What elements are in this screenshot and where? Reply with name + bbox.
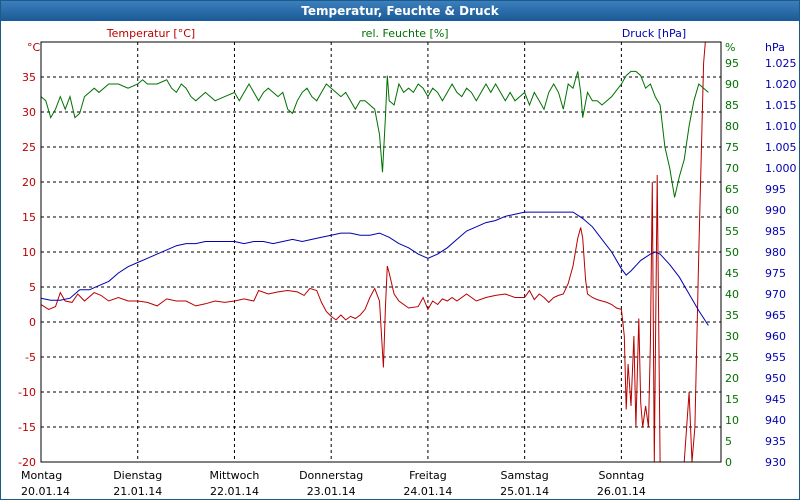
series-line-temp xyxy=(41,42,706,462)
temp-tick-label: 20 xyxy=(22,176,36,189)
press-tick-label: 1.005 xyxy=(765,141,797,154)
humid-tick-label: 60 xyxy=(725,204,739,217)
temp-tick-label: 10 xyxy=(22,246,36,259)
temp-tick-label: -15 xyxy=(18,421,36,434)
humid-tick-label: 30 xyxy=(725,330,739,343)
press-tick-label: 1.020 xyxy=(765,78,797,91)
press-tick-label: 945 xyxy=(765,393,786,406)
press-tick-label: 990 xyxy=(765,204,786,217)
press-tick-label: 1.015 xyxy=(765,99,797,112)
temp-tick-label: -5 xyxy=(25,351,36,364)
press-tick-label: 1.025 xyxy=(765,57,797,70)
x-tick-date: 26.01.14 xyxy=(597,485,646,498)
x-tick-date: 22.01.14 xyxy=(210,485,259,498)
x-tick-date: 23.01.14 xyxy=(307,485,356,498)
press-tick-label: 985 xyxy=(765,225,786,238)
x-tick-day: Donnerstag xyxy=(299,469,363,482)
humid-tick-label: 85 xyxy=(725,99,739,112)
temp-tick-label: -20 xyxy=(18,456,36,469)
x-tick-day: Montag xyxy=(21,469,62,482)
press-tick-label: 1.010 xyxy=(765,120,797,133)
press-tick-label: 975 xyxy=(765,267,786,280)
temp-axis-unit: °C xyxy=(27,41,41,54)
temp-axis-label: Temperatur [°C] xyxy=(106,27,195,40)
humid-axis-label: rel. Feuchte [%] xyxy=(361,27,448,40)
temp-tick-label: 25 xyxy=(22,141,36,154)
temp-tick-label: 0 xyxy=(29,316,36,329)
humid-tick-label: 0 xyxy=(725,456,732,469)
temp-tick-label: 30 xyxy=(22,106,36,119)
humid-tick-label: 20 xyxy=(725,372,739,385)
humid-tick-label: 55 xyxy=(725,225,739,238)
press-tick-label: 1.000 xyxy=(765,162,797,175)
grid xyxy=(41,42,721,462)
humid-tick-label: 40 xyxy=(725,288,739,301)
x-tick-date: 24.01.14 xyxy=(403,485,452,498)
press-tick-label: 965 xyxy=(765,309,786,322)
x-tick-day: Mittwoch xyxy=(209,469,259,482)
press-tick-label: 960 xyxy=(765,330,786,343)
humid-tick-label: 75 xyxy=(725,141,739,154)
humid-axis-unit: % xyxy=(725,41,735,54)
humid-tick-label: 45 xyxy=(725,267,739,280)
humid-tick-label: 70 xyxy=(725,162,739,175)
series-line-humid xyxy=(41,70,709,198)
press-tick-label: 940 xyxy=(765,414,786,427)
x-tick-day: Sonntag xyxy=(599,469,645,482)
humid-tick-label: 80 xyxy=(725,120,739,133)
x-tick-date: 21.01.14 xyxy=(113,485,162,498)
humid-tick-label: 15 xyxy=(725,393,739,406)
press-tick-label: 930 xyxy=(765,456,786,469)
press-tick-label: 950 xyxy=(765,372,786,385)
press-tick-label: 935 xyxy=(765,435,786,448)
press-axis-label: Druck [hPa] xyxy=(622,27,686,40)
press-tick-label: 980 xyxy=(765,246,786,259)
press-tick-label: 955 xyxy=(765,351,786,364)
humid-tick-label: 10 xyxy=(725,414,739,427)
humid-tick-label: 25 xyxy=(725,351,739,364)
humid-tick-label: 35 xyxy=(725,309,739,322)
series-layer xyxy=(41,42,709,462)
axes: 35302520151050-5-10-15-20°C9590858075706… xyxy=(18,27,796,498)
humid-tick-label: 65 xyxy=(725,183,739,196)
press-axis-unit: hPa xyxy=(765,41,785,54)
x-tick-date: 25.01.14 xyxy=(500,485,549,498)
temp-tick-label: 15 xyxy=(22,211,36,224)
plot-frame xyxy=(40,41,722,463)
window-title: Temperatur, Feuchte & Druck xyxy=(1,1,799,21)
temp-tick-label: 35 xyxy=(22,71,36,84)
press-tick-label: 995 xyxy=(765,183,786,196)
series-line-press xyxy=(41,211,709,326)
humid-tick-label: 50 xyxy=(725,246,739,259)
x-tick-day: Samstag xyxy=(501,469,549,482)
humid-tick-label: 95 xyxy=(725,57,739,70)
temp-tick-label: -10 xyxy=(18,386,36,399)
x-tick-date: 20.01.14 xyxy=(21,485,70,498)
x-tick-day: Dienstag xyxy=(113,469,162,482)
temp-tick-label: 5 xyxy=(29,281,36,294)
humid-tick-label: 90 xyxy=(725,78,739,91)
humid-tick-label: 5 xyxy=(725,435,732,448)
x-tick-day: Freitag xyxy=(409,469,447,482)
press-tick-label: 970 xyxy=(765,288,786,301)
